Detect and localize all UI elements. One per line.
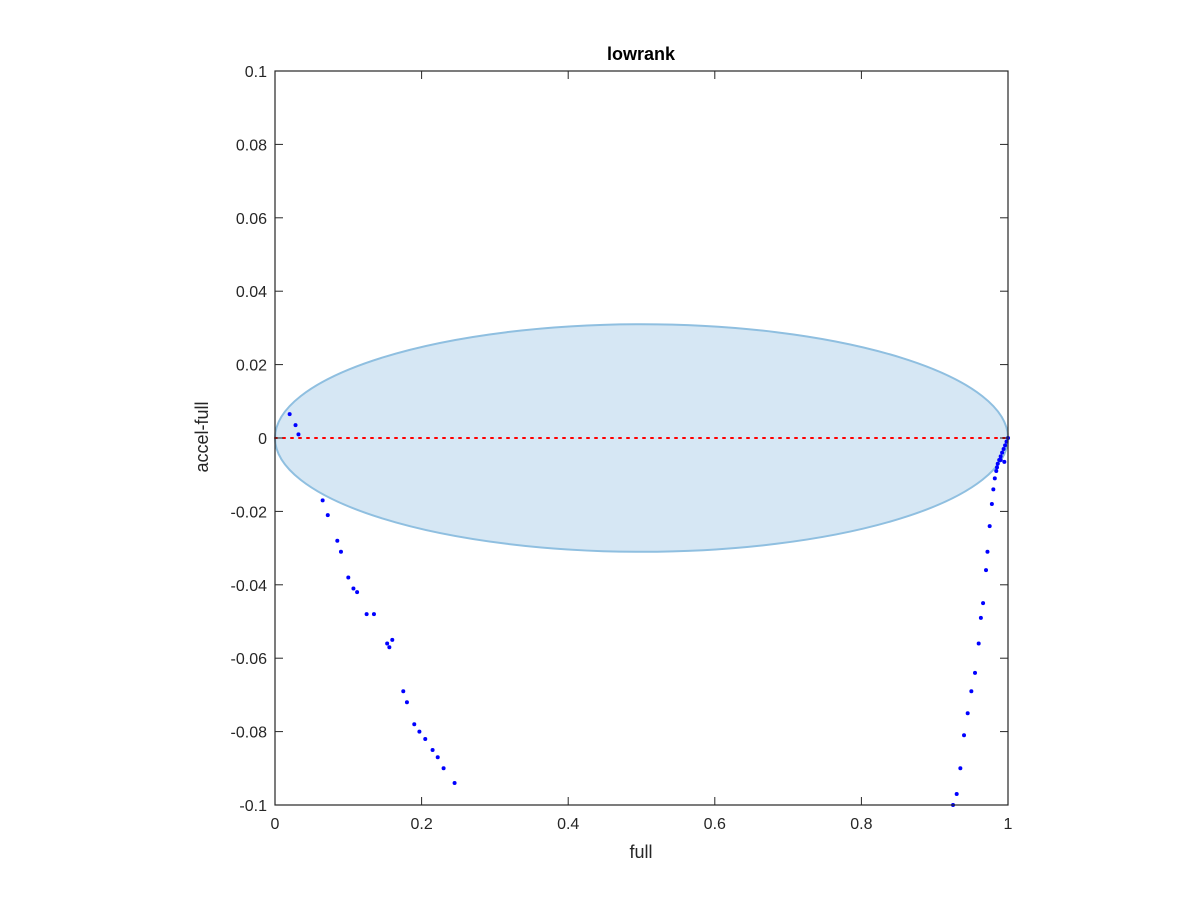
x-tick-label: 0	[271, 816, 280, 833]
data-point	[435, 755, 440, 760]
data-point	[404, 700, 409, 705]
data-point	[1002, 459, 1007, 464]
data-point	[958, 766, 963, 771]
data-point	[430, 747, 435, 752]
data-point	[355, 590, 360, 595]
data-point	[1000, 450, 1005, 455]
y-tick-label: -0.02	[231, 504, 268, 521]
data-point	[401, 689, 406, 694]
data-point	[978, 615, 983, 620]
data-point	[995, 461, 1000, 466]
y-tick-label: -0.1	[239, 798, 267, 815]
y-tick-label: -0.06	[231, 651, 268, 668]
y-tick-label: 0.04	[236, 284, 267, 301]
data-point	[364, 612, 369, 617]
y-tick-label: 0.06	[236, 211, 267, 228]
data-point	[954, 791, 959, 796]
data-point	[296, 432, 301, 437]
data-point	[992, 476, 997, 481]
x-axis-label: full	[629, 842, 652, 862]
data-point	[994, 469, 999, 474]
y-tick-label: 0.1	[245, 64, 267, 81]
data-point	[998, 458, 1003, 463]
data-point	[390, 637, 395, 642]
data-point	[998, 454, 1003, 459]
data-point	[351, 586, 356, 591]
data-point	[452, 780, 457, 785]
data-point	[335, 538, 340, 543]
data-point	[338, 549, 343, 554]
y-axis-label: accel-full	[192, 401, 212, 472]
data-point	[293, 423, 298, 428]
data-point	[969, 689, 974, 694]
y-tick-label: 0.08	[236, 137, 267, 154]
data-point	[423, 736, 428, 741]
y-tick-label: -0.08	[231, 725, 268, 742]
data-point	[981, 601, 986, 606]
data-point	[346, 575, 351, 580]
data-point	[325, 513, 330, 518]
data-point	[371, 612, 376, 617]
data-point	[965, 711, 970, 716]
data-point	[984, 568, 989, 573]
chart-title: lowrank	[607, 44, 676, 64]
data-point	[962, 733, 967, 738]
data-point	[417, 729, 422, 734]
plot-area: 0 0.2 0.4 0.6 0.8 1 -0.1 -0.08 -0.06 -0.04 -0.02 0 0…	[231, 64, 1013, 833]
x-tick-label: 0.6	[704, 816, 726, 833]
data-point	[387, 645, 392, 650]
data-point	[320, 498, 325, 503]
x-tick-label: 0.2	[410, 816, 432, 833]
data-point	[991, 487, 996, 492]
data-point	[995, 465, 1000, 470]
x-tick-label: 0.8	[850, 816, 872, 833]
data-point	[1001, 447, 1006, 452]
x-tick-label: 0.4	[557, 816, 579, 833]
data-point	[1003, 443, 1008, 448]
data-point	[987, 524, 992, 529]
data-point	[985, 549, 990, 554]
data-point	[973, 670, 978, 675]
x-tick-label: 1	[1004, 816, 1013, 833]
data-point	[287, 412, 292, 417]
data-point	[441, 766, 446, 771]
data-point	[385, 641, 390, 646]
y-tick-label: 0.02	[236, 358, 267, 375]
data-point	[976, 641, 981, 646]
y-tick-label: -0.04	[231, 578, 268, 595]
data-point	[412, 722, 417, 727]
y-tick-label: 0	[258, 431, 267, 448]
data-point	[989, 502, 994, 507]
